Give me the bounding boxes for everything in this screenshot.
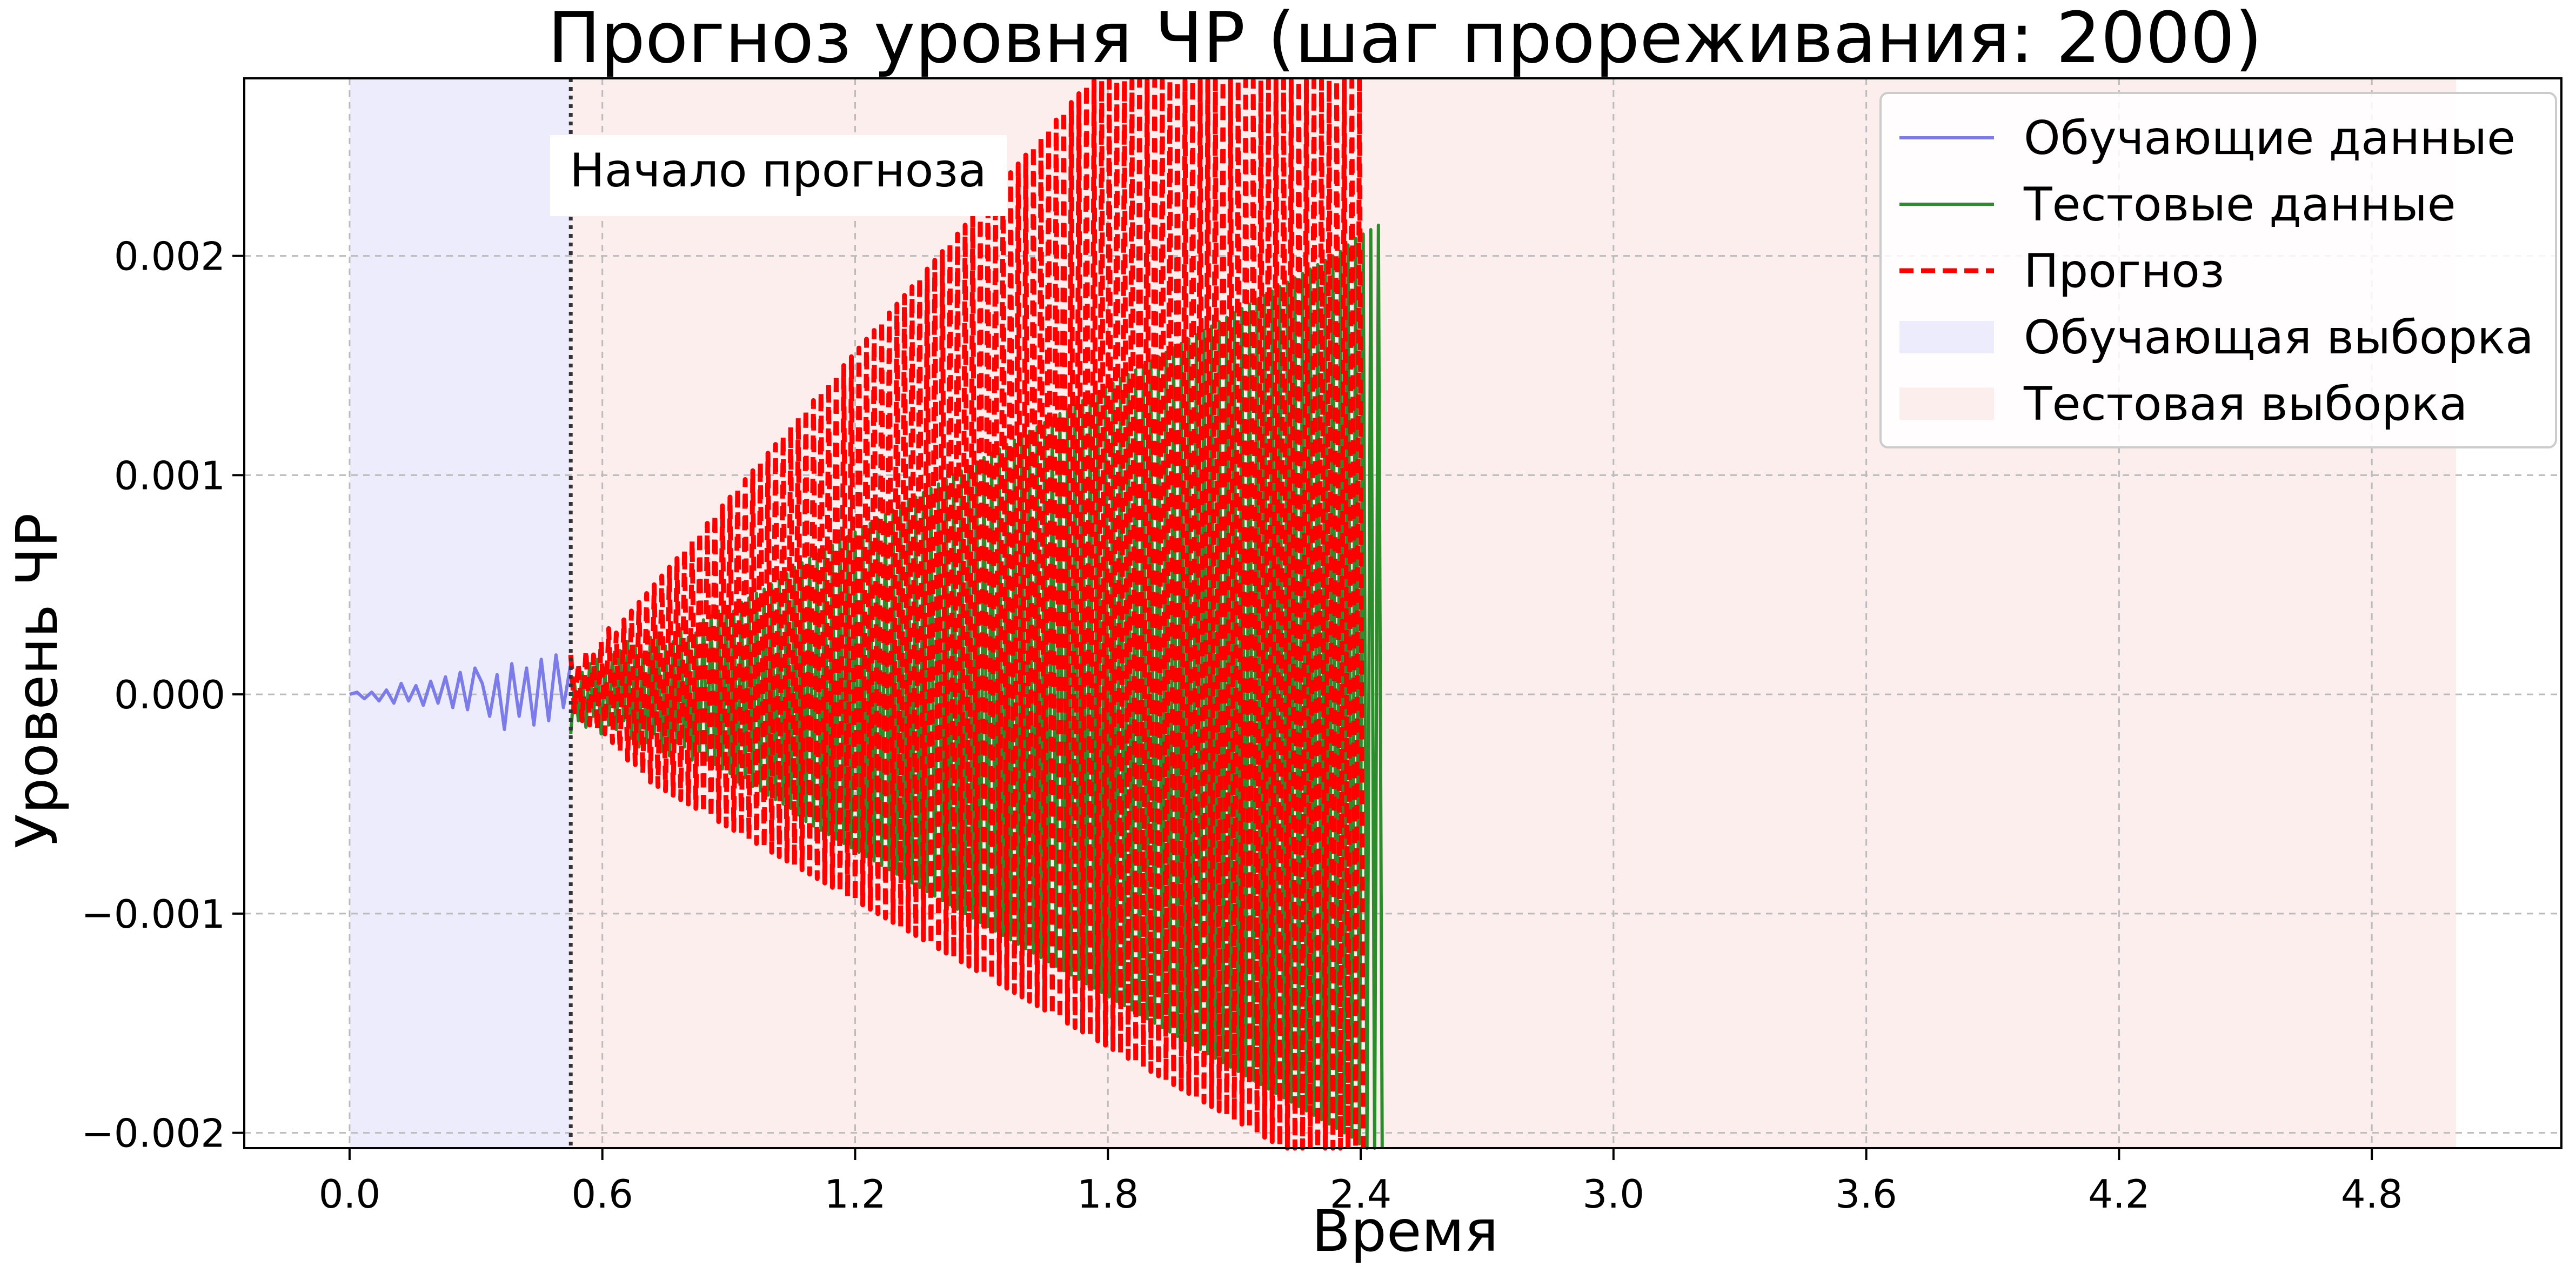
y-tick-label: 0.002 (114, 234, 225, 279)
legend-label: Тестовые данные (2023, 178, 2456, 232)
legend-label: Обучающие данные (2024, 111, 2515, 165)
y-tick-label: 0.001 (114, 453, 225, 498)
legend-swatch (1899, 387, 1994, 420)
forecast-start-label: Начало прогноза (570, 144, 987, 198)
x-tick-label: 0.6 (571, 1171, 633, 1217)
plot-frame (243, 77, 2562, 1149)
x-tick-label: 4.8 (2341, 1171, 2403, 1217)
x-axis-label: Время (1312, 1198, 1498, 1264)
region-0 (349, 78, 571, 1148)
x-tick-label: 3.0 (1583, 1171, 1645, 1217)
legend: Обучающие данные Тестовые данные Прогноз Об… (1879, 92, 2557, 448)
x-tick-label: 3.6 (1835, 1171, 1897, 1217)
legend-label: Обучающая выборка (2024, 311, 2534, 365)
legend-label: Тестовая выборка (2023, 377, 2467, 431)
y-tick-label: 0.000 (114, 672, 225, 718)
legend-label: Прогноз (2024, 244, 2225, 298)
x-axis-ticks: 0.0 0.6 1.2 1.8 2.4 3.0 3.6 4.2 4.8 (319, 1148, 2403, 1217)
x-tick-label: 1.8 (1077, 1171, 1139, 1217)
chart-title: Прогноз уровня ЧР (шаг прореживания: 200… (548, 0, 2263, 79)
x-tick-label: 4.2 (2088, 1171, 2150, 1217)
legend-swatch (1899, 321, 1994, 353)
series-line-0 (349, 653, 573, 731)
x-tick-label: 1.2 (824, 1171, 886, 1217)
y-tick-label: −0.001 (82, 892, 225, 937)
y-tick-label: −0.002 (82, 1111, 225, 1156)
x-tick-label: 2.4 (1330, 1171, 1392, 1217)
series-layer (349, 78, 1384, 1151)
y-axis-label: Уровень ЧР (4, 513, 70, 849)
series-line-2 (568, 78, 1366, 1151)
x-tick-label: 0.0 (319, 1171, 381, 1217)
y-axis-ticks: −0.002 −0.001 0.000 0.001 0.002 (82, 234, 244, 1156)
forecast-annotation: Начало прогноза (550, 135, 1007, 216)
